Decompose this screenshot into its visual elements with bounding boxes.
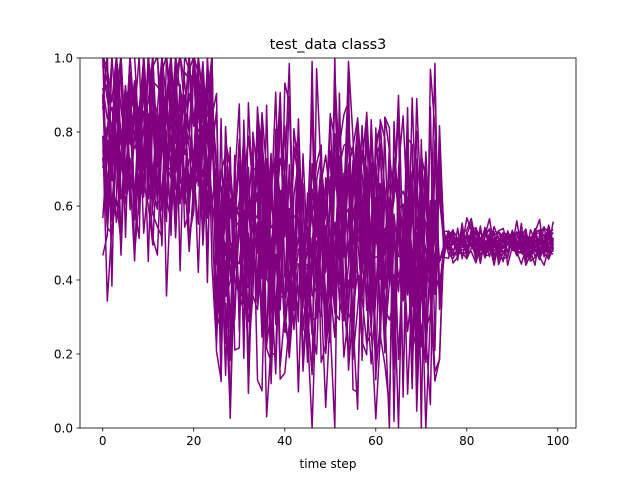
axis-ticks: 0 20 40 60 80 100 0.0 0.2 0.4 0.6 0.8 1.0 (54, 51, 569, 448)
x-axis-label: time step (300, 457, 357, 471)
x-tick-label: 20 (186, 434, 201, 448)
y-tick-label: 0.4 (54, 273, 73, 287)
series-line-18 (102, 58, 554, 428)
y-tick-label: 1.0 (54, 51, 73, 65)
x-tick-label: 100 (546, 434, 569, 448)
series-line-20 (102, 58, 554, 368)
x-tick-label: 60 (368, 434, 383, 448)
series-line-19 (102, 58, 554, 392)
y-tick-label: 0.8 (54, 125, 73, 139)
y-tick-label: 0.0 (54, 421, 73, 435)
x-tick-label: 80 (459, 434, 474, 448)
plot-lines (102, 58, 554, 428)
y-tick-label: 0.2 (54, 347, 73, 361)
x-tick-label: 0 (99, 434, 107, 448)
axes-frame (79, 57, 577, 429)
y-tick-label: 0.6 (54, 199, 73, 213)
x-tick-label: 40 (277, 434, 292, 448)
chart-title: test_data class3 (270, 37, 387, 53)
